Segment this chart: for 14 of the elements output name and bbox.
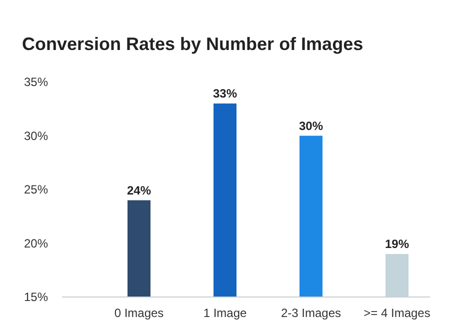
x-tick-label: 2-3 Images	[280, 306, 342, 320]
data-label: 19%	[384, 237, 410, 251]
y-tick-label: 20%	[24, 236, 48, 250]
x-tick-label: >= 4 Images	[364, 306, 430, 320]
y-tick-label: 30%	[24, 128, 48, 143]
y-tick-label: 35%	[24, 75, 48, 90]
chart-title: Conversion Rates by Number of Images	[22, 34, 364, 54]
x-tick-label: 0 Images	[114, 306, 164, 320]
x-tick-label: 1 Image	[203, 306, 248, 320]
data-label: 33%	[212, 86, 238, 100]
y-tick-label: 25%	[24, 182, 48, 197]
y-tick-label: 15%	[24, 290, 48, 304]
data-label: 30%	[298, 118, 324, 133]
data-label: 24%	[126, 183, 152, 198]
